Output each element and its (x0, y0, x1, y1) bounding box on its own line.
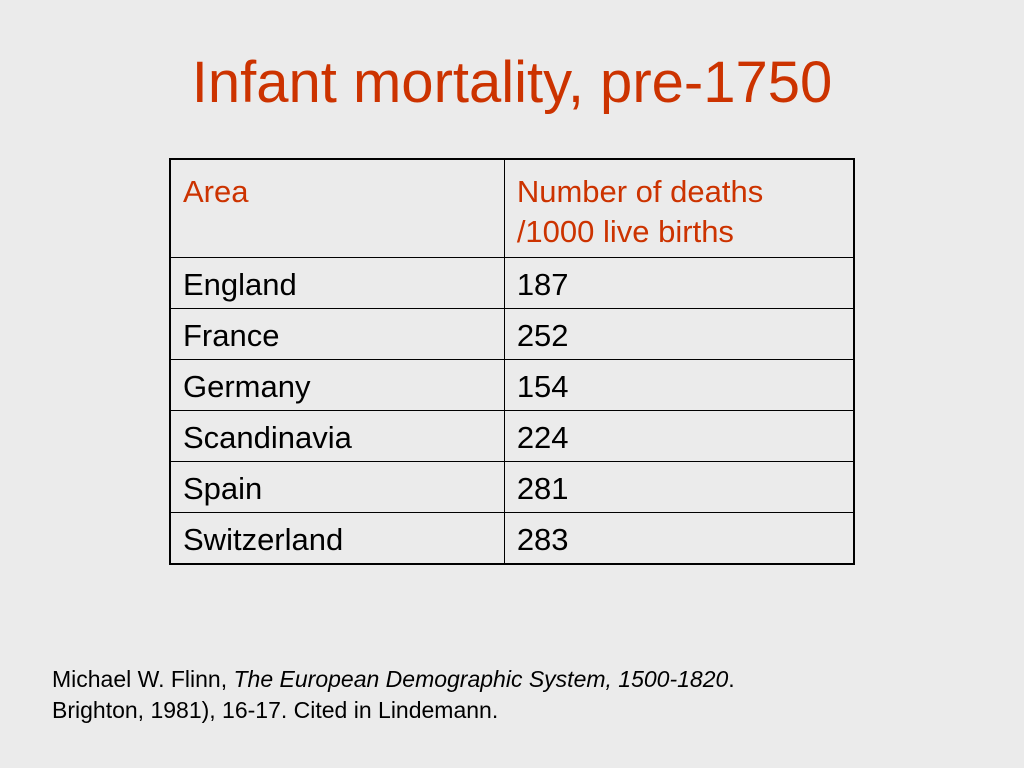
citation-book-title: The European Demographic System, 1500-18… (233, 666, 729, 692)
citation: Michael W. Flinn, The European Demograph… (52, 664, 992, 726)
deaths-cell: 154 (503, 359, 855, 411)
deaths-cell: 252 (503, 308, 855, 360)
area-cell: France (169, 308, 505, 360)
citation-after-title: . (728, 666, 735, 692)
table-row: England 187 (169, 257, 855, 309)
area-cell: Germany (169, 359, 505, 411)
area-cell: Scandinavia (169, 410, 505, 462)
header-deaths-line2: /1000 live births (516, 214, 734, 249)
citation-author: Michael W. Flinn, (52, 666, 234, 692)
table-row: Germany 154 (169, 359, 855, 411)
deaths-cell: 187 (503, 257, 855, 309)
table-row: Switzerland 283 (169, 512, 855, 565)
header-deaths-line1: Number of deaths (516, 174, 764, 209)
table-row: Spain 281 (169, 461, 855, 513)
header-deaths: Number of deaths/1000 live births (503, 158, 855, 258)
slide-title: Infant mortality, pre-1750 (191, 50, 833, 115)
deaths-cell: 281 (503, 461, 855, 513)
table-header-row: Area Number of deaths/1000 live births (169, 158, 855, 258)
deaths-cell: 283 (503, 512, 855, 565)
area-cell: Spain (169, 461, 505, 513)
mortality-table: Area Number of deaths/1000 live births E… (169, 158, 855, 565)
table-row: France 252 (169, 308, 855, 360)
citation-line2: Brighton, 1981), 16-17. Cited in Lindema… (52, 697, 499, 723)
deaths-cell: 224 (503, 410, 855, 462)
area-cell: England (169, 257, 505, 309)
table-row: Scandinavia 224 (169, 410, 855, 462)
area-cell: Switzerland (169, 512, 505, 565)
header-area: Area (169, 158, 505, 258)
